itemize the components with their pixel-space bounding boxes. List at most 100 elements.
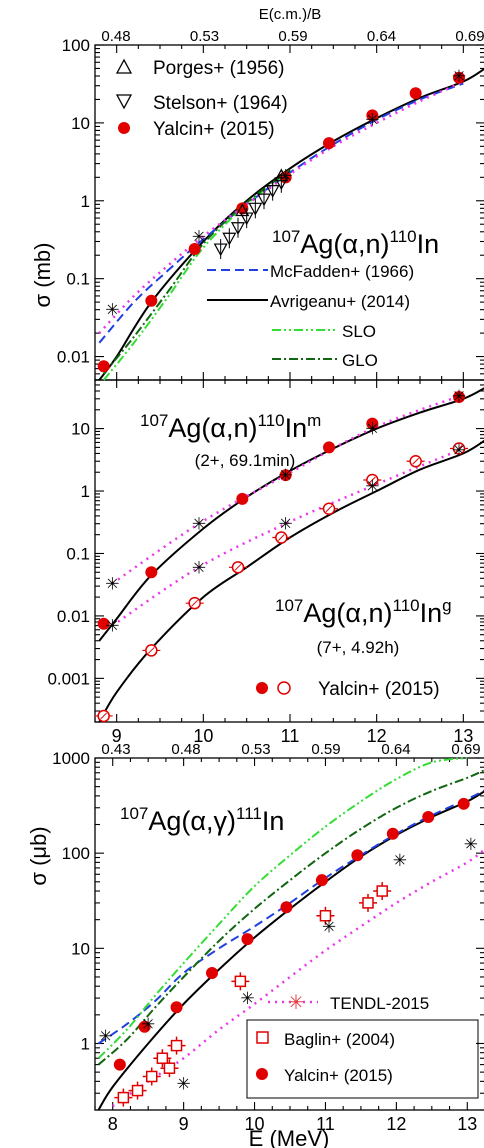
- panel-b-title-m: 107Ag(α,n)110Inm: [140, 411, 321, 443]
- data-point-yalcin-2015-: [457, 797, 470, 810]
- legend-open-square-icon: [256, 1031, 269, 1044]
- data-point-yalcin-2015-: [351, 849, 364, 862]
- x-tick-label: 9: [179, 1114, 189, 1134]
- panel-c-title: 107Ag(α,γ)111In: [120, 804, 284, 836]
- data-point-baglin-2004-: [156, 1052, 169, 1064]
- panel-a-title-product-mass: 110: [390, 227, 417, 246]
- x-tick-label: 12: [367, 726, 387, 746]
- data-point-stelson-1964-: [256, 193, 272, 207]
- data-point-baglin-2004-: [145, 1070, 158, 1083]
- x-tick-label: 13: [453, 726, 473, 746]
- data-point-tendl-m: ✳: [105, 575, 119, 594]
- legend-label-yalcin: Yalcin+ (2015): [153, 119, 275, 140]
- top-tick-label: 0.48: [171, 741, 200, 758]
- data-point-tendl-m: ✳: [279, 466, 293, 485]
- legend-open-circle-icon: [277, 681, 291, 695]
- data-point-yalcin-2015-: [323, 137, 335, 150]
- data-point-110in-g-exp--inner: [191, 599, 199, 607]
- data-point-tendl-2015: ✳: [105, 301, 119, 320]
- data-point-baglin-2004-: [234, 975, 247, 988]
- top-tick-label: 0.53: [190, 28, 219, 45]
- panel-c-title-mass: 107: [120, 804, 148, 823]
- data-point-porges-1956-: [274, 168, 289, 182]
- legend-label-glo: GLO: [342, 351, 378, 370]
- y-tick-label: 10: [71, 420, 90, 439]
- panel-a-title: 107Ag(α,n)110In: [272, 227, 439, 259]
- top-tick-label: 0.59: [278, 28, 307, 45]
- curve-tendl-2015: [111, 848, 484, 1108]
- curve-slo: [102, 170, 291, 381]
- panel-a-ylabel: σ (mb): [30, 243, 55, 308]
- data-point-110in-m-exp-: [97, 617, 110, 630]
- data-point-tendl-2015: ✳: [99, 1027, 113, 1046]
- data-point-tendl-g: ✳: [452, 441, 466, 460]
- y-tick-label: 10: [71, 939, 90, 958]
- panel-a-title-mass: 107: [272, 227, 300, 246]
- panel-b-title-g: 107Ag(α,n)110Ing: [275, 596, 452, 628]
- panel-b-subtitle-g: (7+, 4.92h): [317, 638, 400, 657]
- data-point-yalcin-2015-: [113, 1058, 126, 1071]
- curve-slo: [97, 757, 468, 1059]
- data-point-baglin-2004-: [163, 1062, 176, 1074]
- top-tick-label: 0.43: [101, 741, 130, 758]
- data-point-baglin-2004-: [131, 1084, 144, 1097]
- data-point-110in-m-exp-: [323, 441, 335, 454]
- legend-label-avrigeanu: Avrigeanu+ (2014): [270, 292, 410, 311]
- data-point-yalcin-2015-: [188, 243, 201, 256]
- data-point-baglin-2004-: [117, 1091, 130, 1104]
- legend-label-baglin: Baglin+ (2004): [284, 1030, 395, 1049]
- legend-up-triangle-icon: [115, 58, 133, 74]
- data-point-tendl-m: ✳: [452, 387, 466, 406]
- data-point-baglin-2004-: [319, 909, 332, 922]
- panel-b-legend: Yalcin+ (2015): [256, 679, 440, 700]
- y-tick-label: 0.01: [57, 348, 90, 367]
- data-point-110in-g-exp--inner: [368, 476, 376, 484]
- data-point-yalcin-2015-: [206, 967, 218, 980]
- panel-a-legend-calc: McFadden+ (1966) Avrigeanu+ (2014) SLO G…: [207, 262, 414, 370]
- data-point-stelson-1964-: [213, 243, 228, 257]
- panel-b-title-g-reaction: Ag(α,n): [303, 598, 392, 628]
- data-point-tendl-2015: ✳: [240, 989, 254, 1008]
- data-point-tendl-2015: ✳: [322, 917, 336, 936]
- x-axis-label: E (MeV): [249, 1126, 330, 1148]
- top-tick-label: 0.48: [101, 28, 130, 45]
- top-tick-label: 0.59: [311, 741, 340, 758]
- data-point-tendl-g: ✳: [365, 477, 379, 496]
- data-point-baglin-2004-: [376, 885, 388, 897]
- top-tick-label: 0.69: [451, 741, 480, 758]
- data-point-110in-g-exp--inner: [455, 445, 463, 452]
- y-tick-label: 1: [81, 1034, 90, 1053]
- y-tick-label: 0.001: [47, 669, 90, 688]
- x-tick-label: 8: [108, 1114, 118, 1134]
- data-point-tendl-g: ✳: [105, 617, 119, 636]
- data-point-tendl-2015: ✳: [177, 1074, 191, 1093]
- legend-star-icon: ✳: [288, 992, 305, 1014]
- data-point-tendl-2015: ✳: [141, 1015, 155, 1034]
- data-point-yalcin-2015-: [315, 874, 328, 887]
- top-axis-label: E(c.m.)/B: [259, 6, 322, 23]
- legend-filled-circle-icon: [118, 122, 130, 134]
- data-point-tendl-2015: ✳: [192, 227, 206, 246]
- panel-c-legend: ✳ TENDL-2015 Baglin+ (2004) Yalcin+ (201…: [246, 992, 479, 1099]
- top-tick-label: 0.69: [455, 28, 484, 45]
- data-point-110in-g-exp--inner: [325, 505, 333, 513]
- data-point-porges-1956-: [235, 203, 250, 217]
- panel-b-title-m-mass: 107: [140, 411, 168, 430]
- x-tick-label: 13: [457, 1114, 477, 1134]
- data-point-baglin-2004-: [362, 897, 374, 909]
- data-point-stelson-1964-: [230, 222, 246, 236]
- data-point-stelson-1964-: [274, 177, 289, 191]
- data-point-110in-g-exp--inner: [234, 563, 242, 571]
- curve-avrigeanu-2014-: [98, 67, 484, 381]
- curves-layer: [97, 67, 484, 1111]
- x-tick-label: 10: [245, 1114, 265, 1134]
- panel-b-title-g-mass: 107: [275, 596, 303, 615]
- data-point-110in-g-exp--inner: [277, 534, 285, 541]
- data-point-110in-m-exp-: [236, 492, 249, 505]
- y-tick-label: 1: [81, 482, 90, 501]
- x-tick-label: 9: [112, 726, 122, 746]
- x-tick-label: 11: [316, 1114, 335, 1134]
- data-point-stelson-1964-: [248, 202, 263, 216]
- data-point-yalcin-2015-: [241, 933, 254, 946]
